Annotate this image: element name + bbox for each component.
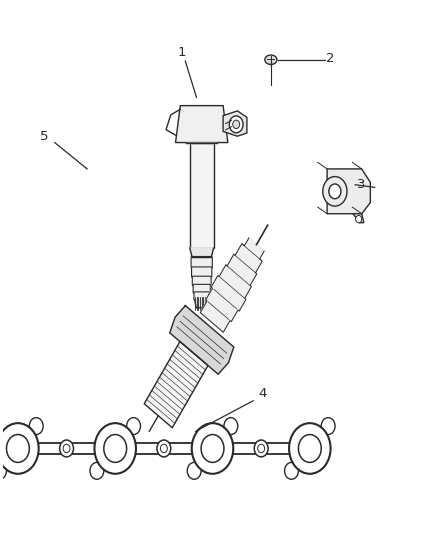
FancyBboxPatch shape	[194, 292, 209, 300]
Circle shape	[0, 423, 39, 474]
Circle shape	[160, 444, 167, 453]
Text: 4: 4	[258, 387, 266, 400]
Circle shape	[329, 184, 341, 199]
FancyBboxPatch shape	[191, 256, 212, 268]
Polygon shape	[353, 214, 364, 223]
Circle shape	[60, 440, 74, 457]
Circle shape	[201, 434, 224, 463]
Circle shape	[0, 463, 7, 479]
Circle shape	[29, 418, 43, 434]
FancyBboxPatch shape	[191, 267, 212, 278]
Circle shape	[229, 116, 243, 133]
Ellipse shape	[265, 55, 277, 64]
Circle shape	[323, 176, 347, 206]
FancyBboxPatch shape	[192, 276, 211, 286]
Circle shape	[224, 418, 238, 434]
Text: 5: 5	[39, 130, 48, 143]
Circle shape	[289, 423, 331, 474]
Text: 3: 3	[357, 179, 365, 191]
Polygon shape	[170, 305, 234, 374]
Text: 2: 2	[326, 52, 335, 65]
Polygon shape	[195, 300, 208, 308]
Polygon shape	[327, 169, 371, 214]
Polygon shape	[200, 238, 264, 332]
Circle shape	[233, 120, 240, 128]
Circle shape	[63, 444, 70, 453]
Circle shape	[157, 440, 171, 457]
Polygon shape	[144, 342, 208, 427]
Circle shape	[187, 463, 201, 479]
Polygon shape	[176, 106, 228, 142]
Text: 1: 1	[178, 45, 187, 59]
Polygon shape	[223, 111, 247, 136]
Circle shape	[95, 423, 136, 474]
Circle shape	[258, 444, 265, 453]
Bar	[190, 142, 214, 248]
Polygon shape	[190, 248, 214, 257]
Circle shape	[298, 434, 321, 463]
Circle shape	[356, 215, 362, 223]
Circle shape	[192, 423, 233, 474]
Circle shape	[7, 434, 29, 463]
Circle shape	[254, 440, 268, 457]
Circle shape	[321, 418, 335, 434]
Circle shape	[90, 463, 104, 479]
Circle shape	[104, 434, 127, 463]
FancyBboxPatch shape	[193, 284, 210, 293]
Circle shape	[127, 418, 141, 434]
Circle shape	[285, 463, 298, 479]
